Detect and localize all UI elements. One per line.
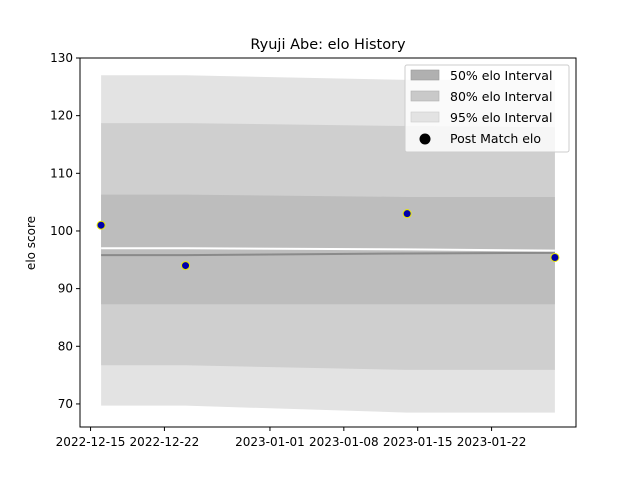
post-match-elo-point — [96, 220, 106, 230]
y-axis: 70 80 90 100 110 120 130 — [50, 51, 80, 411]
post-match-elo-point — [402, 209, 412, 219]
y-tick-label: 130 — [50, 51, 73, 65]
legend-label-50: 50% elo Interval — [450, 68, 552, 83]
post-match-elo-point — [550, 252, 560, 262]
x-tick-label: 2023-01-01 — [235, 435, 305, 449]
legend: 50% elo Interval 80% elo Interval 95% el… — [404, 64, 570, 153]
legend-label-post-match: Post Match elo — [450, 131, 541, 146]
y-tick-label: 80 — [58, 339, 73, 353]
legend-label-95: 95% elo Interval — [450, 110, 552, 125]
legend-swatch-95 — [410, 111, 440, 123]
y-tick-label: 100 — [50, 224, 73, 238]
x-tick-label: 2023-01-22 — [457, 435, 527, 449]
y-tick-label: 70 — [58, 397, 73, 411]
legend-label-80: 80% elo Interval — [450, 89, 552, 104]
x-tick-label: 2022-12-22 — [130, 435, 200, 449]
y-tick-label: 120 — [50, 109, 73, 123]
x-axis: 2022-12-15 2022-12-22 2023-01-01 2023-01-08… — [56, 427, 527, 449]
y-tick-label: 90 — [58, 282, 73, 296]
post-match-elo-point — [181, 261, 191, 271]
legend-marker-post-match — [419, 133, 431, 145]
median-elo-line — [101, 251, 555, 257]
legend-swatch-50 — [410, 69, 440, 81]
plot-area — [96, 75, 560, 413]
legend-swatch-80 — [410, 90, 440, 102]
legend-box — [404, 64, 570, 153]
plot-frame — [79, 57, 577, 428]
y-tick-label: 110 — [50, 166, 73, 180]
chart-title: Ryuji Abe: elo History — [250, 37, 406, 53]
x-tick-label: 2023-01-15 — [383, 435, 453, 449]
y-axis-label: elo score — [24, 216, 38, 270]
pre-match-elo-line — [101, 247, 555, 252]
x-tick-label: 2022-12-15 — [56, 435, 126, 449]
x-tick-label: 2023-01-08 — [309, 435, 379, 449]
